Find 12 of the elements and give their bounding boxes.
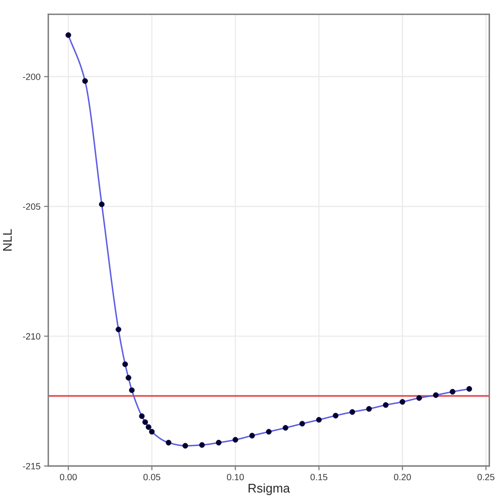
x-tick-label: 0.00: [60, 474, 77, 480]
y-axis-title: NLL: [3, 229, 12, 251]
x-tick-label: 0.20: [394, 474, 411, 480]
x-tick-label: 0.15: [310, 474, 328, 480]
y-tick-label: -200: [22, 74, 40, 80]
y-tick-label: -210: [22, 333, 40, 340]
x-tick-label: 0.10: [226, 474, 244, 480]
y-tick-label: -215: [22, 462, 40, 470]
y-tick-label: -205: [22, 203, 40, 210]
x-tick-label: 0.05: [143, 474, 160, 480]
x-axis-title: Rsigma: [248, 483, 290, 496]
x-tick-label: 0.25: [478, 474, 494, 480]
